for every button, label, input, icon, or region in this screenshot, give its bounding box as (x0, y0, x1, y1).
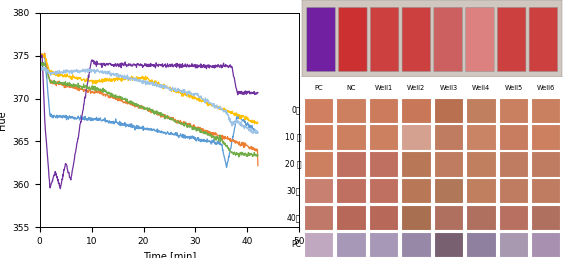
Well 3 (75, 77, 82, 80)
Line: Well 5: Well 5 (40, 63, 258, 157)
Well 6 (165, 87, 172, 90)
Text: 20 분: 20 분 (285, 159, 301, 168)
Well 3 (165, 87, 172, 90)
FancyBboxPatch shape (370, 7, 399, 71)
Well 6 (37, 65, 44, 68)
Well 6 (75, 69, 82, 72)
Well 1 (254, 131, 261, 134)
Well 2 (75, 85, 82, 88)
Line: Well 3: Well 3 (40, 54, 258, 124)
Well 1 (182, 136, 189, 139)
FancyBboxPatch shape (466, 7, 494, 71)
Well 4 (93, 61, 99, 64)
Well 5 (75, 83, 82, 86)
Well 3 (254, 121, 261, 124)
Well 4 (182, 64, 189, 68)
Text: PC: PC (314, 85, 323, 91)
Well 4 (36, 52, 43, 55)
Well 6 (254, 131, 261, 134)
Well 6 (135, 78, 142, 81)
Well 5 (93, 86, 99, 89)
Well 6 (253, 132, 259, 135)
Text: Well6: Well6 (537, 85, 555, 91)
Well 3 (135, 77, 142, 80)
X-axis label: Time [min]: Time [min] (143, 251, 196, 258)
FancyBboxPatch shape (402, 7, 431, 71)
Text: 0분: 0분 (292, 106, 301, 115)
Line: Well 2: Well 2 (40, 53, 258, 166)
Well 1 (223, 166, 230, 169)
Well 1 (75, 116, 82, 119)
Line: Well 6: Well 6 (40, 67, 258, 133)
Well 2 (135, 107, 142, 110)
Well 1 (93, 118, 99, 122)
Well 4 (254, 91, 261, 94)
FancyBboxPatch shape (338, 7, 367, 71)
Well 5 (36, 63, 43, 67)
Well 3 (36, 54, 43, 57)
Well 6 (201, 98, 208, 101)
Text: 30분: 30분 (287, 186, 301, 195)
Line: Well 1: Well 1 (40, 54, 258, 167)
Well 1 (165, 132, 172, 135)
Text: Well5: Well5 (505, 85, 523, 91)
Well 6 (36, 69, 43, 72)
Well 3 (182, 92, 189, 95)
Well 1 (135, 125, 142, 128)
Well 2 (182, 122, 189, 125)
Well 4 (135, 63, 142, 67)
Y-axis label: Hue: Hue (0, 110, 7, 130)
Text: PC: PC (292, 240, 301, 249)
Well 4 (165, 65, 172, 68)
Well 1 (38, 53, 45, 56)
Well 2 (36, 53, 43, 57)
Well 4 (201, 66, 208, 69)
Text: Well1: Well1 (375, 85, 393, 91)
FancyBboxPatch shape (434, 7, 462, 71)
Well 2 (165, 116, 172, 119)
FancyBboxPatch shape (497, 7, 526, 71)
Well 4 (75, 134, 82, 138)
Text: Well2: Well2 (407, 85, 425, 91)
Well 2 (41, 52, 48, 55)
Well 2 (93, 87, 99, 91)
Text: 10 분: 10 분 (285, 133, 301, 142)
Well 5 (201, 132, 208, 135)
Well 3 (40, 52, 46, 55)
Well 5 (182, 121, 189, 124)
Well 5 (236, 155, 242, 158)
Legend: Well 1, Well 2, Well 3, Well 4, Well 5, Well 6: Well 1, Well 2, Well 3, Well 4, Well 5, … (308, 15, 354, 85)
Well 3 (93, 82, 99, 85)
Well 6 (182, 90, 189, 93)
Text: 40분: 40분 (287, 213, 301, 222)
FancyBboxPatch shape (307, 7, 336, 71)
Well 6 (93, 70, 99, 74)
Well 1 (36, 54, 43, 57)
Well 2 (201, 129, 208, 132)
Well 1 (201, 140, 208, 143)
Well 3 (201, 100, 208, 103)
FancyBboxPatch shape (529, 7, 558, 71)
Well 5 (165, 116, 172, 119)
Text: NC: NC (346, 85, 356, 91)
Well 4 (57, 187, 64, 190)
Text: Well3: Well3 (440, 85, 458, 91)
Line: Well 4: Well 4 (40, 54, 258, 189)
Text: Well4: Well4 (472, 85, 490, 91)
Well 5 (254, 154, 261, 157)
Well 5 (38, 61, 45, 64)
Well 3 (251, 122, 258, 125)
Well 2 (254, 164, 261, 167)
Well 5 (135, 104, 142, 107)
